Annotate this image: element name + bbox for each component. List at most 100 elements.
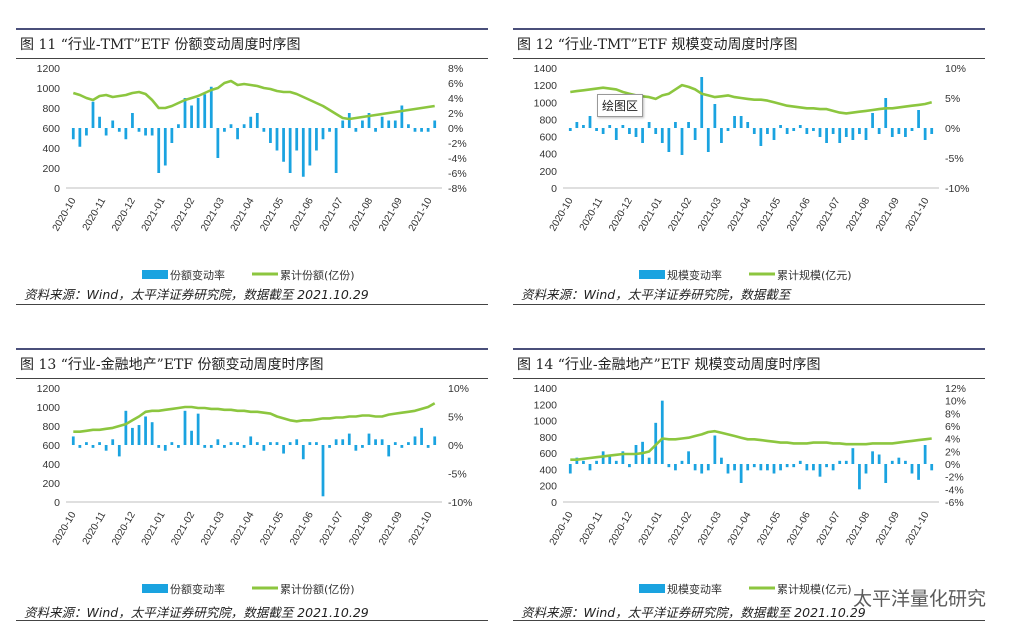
right-tick-label: -4% xyxy=(448,153,467,165)
panel-top-rule xyxy=(513,28,985,30)
bar xyxy=(766,128,769,134)
bar xyxy=(746,122,750,128)
bar xyxy=(700,464,704,474)
bar xyxy=(667,128,671,152)
series-line xyxy=(73,402,436,434)
left-tick-label: 1200 xyxy=(37,383,61,395)
bar xyxy=(667,464,671,468)
bar xyxy=(433,120,437,128)
bar xyxy=(144,416,147,445)
bar xyxy=(354,128,358,132)
bar xyxy=(930,464,934,471)
bar xyxy=(713,104,717,128)
x-tick-label: 2021-10 xyxy=(407,510,435,548)
x-tick-label: 2020-11 xyxy=(81,196,109,233)
bar xyxy=(269,442,272,445)
bar xyxy=(752,464,756,468)
bar xyxy=(614,460,618,464)
legend-line-label: 累计份额(亿份) xyxy=(280,583,355,596)
bar xyxy=(930,128,934,134)
bar xyxy=(884,98,888,128)
x-tick-label: 2021-07 xyxy=(815,196,843,234)
bar xyxy=(825,128,828,143)
panel-top-rule xyxy=(16,28,488,30)
bar xyxy=(393,442,397,445)
right-tick-label: -8% xyxy=(448,183,467,195)
bar xyxy=(621,451,625,464)
left-tick-label: 400 xyxy=(539,149,557,161)
bar xyxy=(588,464,592,471)
x-tick-label: 2021-06 xyxy=(288,196,316,234)
left-tick-label: 1400 xyxy=(534,383,558,395)
bar xyxy=(654,128,658,134)
x-tick-label: 2021-02 xyxy=(666,510,694,548)
left-tick-label: 1000 xyxy=(37,83,61,95)
bar xyxy=(150,422,154,445)
bar xyxy=(157,128,161,173)
x-tick-label: 2020-10 xyxy=(51,510,79,548)
bar xyxy=(104,445,108,451)
left-tick-label: 200 xyxy=(539,481,557,493)
legend-bar-swatch xyxy=(639,584,665,593)
bar xyxy=(295,128,299,151)
x-tick-label: 2021-04 xyxy=(726,196,754,234)
bar xyxy=(361,120,364,128)
bar xyxy=(308,128,312,166)
bar xyxy=(347,113,351,128)
bar xyxy=(568,128,572,131)
left-tick-label: 800 xyxy=(539,432,557,444)
bar xyxy=(647,457,651,464)
bar xyxy=(216,128,220,158)
bar xyxy=(693,464,697,471)
bar xyxy=(792,464,796,468)
bar xyxy=(387,445,391,457)
bar xyxy=(812,464,815,471)
bar xyxy=(706,464,710,471)
panel-top-rule xyxy=(16,348,488,350)
bar xyxy=(328,445,331,448)
bar xyxy=(904,460,907,464)
bar xyxy=(433,436,437,445)
bar xyxy=(687,451,690,464)
legend-line-label: 累计份额(亿份) xyxy=(280,269,355,282)
bar xyxy=(71,436,75,445)
bar xyxy=(779,464,782,471)
right-tick-label: -5% xyxy=(945,153,964,165)
bar xyxy=(315,442,318,445)
bar xyxy=(328,128,331,132)
bar xyxy=(628,464,631,468)
bar xyxy=(660,400,664,464)
right-tick-label: 6% xyxy=(945,421,960,433)
right-tick-label: -4% xyxy=(945,484,964,496)
bar xyxy=(177,124,180,128)
bar xyxy=(163,445,167,451)
bar xyxy=(426,445,430,448)
bar xyxy=(209,445,213,448)
plot-area-tooltip: 绘图区 xyxy=(597,94,644,117)
bar xyxy=(798,460,802,464)
bar xyxy=(785,128,789,134)
bar xyxy=(163,128,167,166)
bar xyxy=(157,445,161,448)
bar xyxy=(203,445,207,448)
left-tick-label: 200 xyxy=(539,166,557,178)
bar xyxy=(124,410,128,445)
x-tick-label: 2021-02 xyxy=(666,196,694,234)
right-tick-label: -2% xyxy=(448,138,467,150)
x-tick-label: 2021-03 xyxy=(199,196,227,234)
bar xyxy=(720,128,723,143)
right-tick-label: 5% xyxy=(448,412,463,424)
legend-bar-swatch xyxy=(142,584,168,593)
bar xyxy=(706,128,710,152)
left-tick-label: 1000 xyxy=(534,416,558,428)
bar xyxy=(85,128,88,136)
bar xyxy=(85,442,88,445)
bar xyxy=(137,425,141,445)
bar xyxy=(426,128,430,132)
bar xyxy=(407,124,410,128)
bar xyxy=(595,128,598,131)
x-tick-label: 2021-05 xyxy=(755,196,783,234)
bar xyxy=(693,128,697,140)
bar xyxy=(269,128,272,143)
x-tick-label: 2020-10 xyxy=(548,510,576,548)
